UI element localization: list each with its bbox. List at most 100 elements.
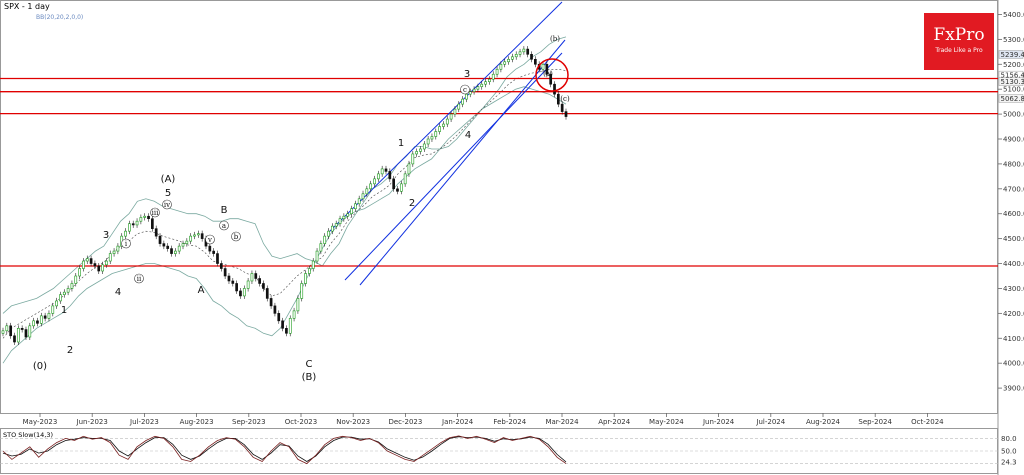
trend-channel <box>327 1 566 286</box>
candle-body <box>442 123 445 127</box>
price-panel-frame <box>0 0 998 414</box>
logo-tagline: Trade Like a Pro <box>935 47 983 54</box>
wave-label: 3 <box>103 230 109 241</box>
wave-label: b <box>234 233 239 241</box>
candle-body <box>135 220 139 226</box>
candle-body <box>396 188 399 192</box>
candle-body <box>334 223 338 227</box>
candle-body <box>5 325 9 332</box>
candle-body <box>426 138 430 145</box>
chart-title: SPX - 1 day <box>4 2 50 11</box>
candle-body <box>223 268 227 277</box>
candle-body <box>388 171 392 180</box>
y-tick-label: 4500.0 <box>1003 235 1024 243</box>
candle-body <box>553 83 556 95</box>
candle-body <box>85 258 89 262</box>
x-tick-label: Jun-2023 <box>76 418 108 426</box>
candle-body <box>277 313 281 322</box>
candle-body <box>9 325 13 337</box>
wave-label: B <box>221 205 228 216</box>
candle-body <box>105 260 108 266</box>
candle-body <box>242 288 246 297</box>
candle-body <box>419 148 422 152</box>
candle-body <box>342 215 346 220</box>
wave-label: (b) <box>550 35 560 43</box>
candle-body <box>246 280 250 289</box>
candle-body <box>196 233 200 236</box>
x-tick-label: Mar-2024 <box>545 418 579 426</box>
wave-label: (a) <box>543 70 553 78</box>
candle-body <box>369 183 373 190</box>
candle-body <box>530 54 533 60</box>
candle-body <box>365 188 369 195</box>
candle-body <box>327 230 330 237</box>
candle-body <box>219 263 223 269</box>
candle-body <box>112 250 116 254</box>
candle-body <box>472 88 476 92</box>
candle-body <box>13 335 16 343</box>
price-tag-box <box>998 50 1024 59</box>
candle-body <box>262 283 265 289</box>
x-tick-label: Oct-2023 <box>285 418 317 426</box>
wave-label: (c) <box>560 95 570 103</box>
candle-body <box>346 213 350 217</box>
candle-body <box>430 136 434 140</box>
x-tick-label: Jan-2024 <box>441 418 474 426</box>
candle-body <box>101 264 104 272</box>
middle-band <box>2 69 567 339</box>
y-tick-label: 4900.0 <box>1003 136 1024 144</box>
wave-label: iv <box>164 201 170 209</box>
highlight-circle <box>535 58 569 92</box>
candle-body <box>147 215 150 220</box>
y-tick-label: 4300.0 <box>1003 285 1024 293</box>
candle-body <box>55 300 58 307</box>
candle-body <box>116 245 120 252</box>
candle-body <box>62 291 66 295</box>
candle-body <box>51 305 55 314</box>
candle-body <box>465 93 468 100</box>
indicator-label: BB(20,20,2,0,0) <box>36 14 83 21</box>
x-tick-label: Sep-2023 <box>232 418 266 426</box>
stochastic-axis: 80.0 50.0 24.3 <box>1001 435 1017 466</box>
candle-body <box>480 83 484 87</box>
wave-label-circle <box>205 234 215 245</box>
candle-body <box>239 290 242 297</box>
candle-body <box>545 63 549 75</box>
candle-body <box>556 93 560 105</box>
candle-body <box>449 113 453 120</box>
candle-body <box>235 283 238 292</box>
candle-body <box>518 51 522 55</box>
candle-body <box>108 253 112 262</box>
y-tick-label: 4000.0 <box>1003 360 1024 368</box>
y-tick-label: 4800.0 <box>1003 160 1024 168</box>
candle-body <box>308 268 311 274</box>
candle-body <box>411 153 415 165</box>
candle-body <box>254 273 258 279</box>
candle-body <box>315 250 319 262</box>
wave-label: a <box>222 222 226 230</box>
y-tick-label: 4100.0 <box>1003 335 1024 343</box>
candle-body <box>170 248 173 254</box>
x-tick-label: Sep-2024 <box>858 418 892 426</box>
candle-body <box>285 328 288 334</box>
wave-label-circle <box>134 273 144 284</box>
candle-body <box>292 310 296 319</box>
candle-body <box>177 245 181 252</box>
candle-body <box>392 178 395 190</box>
wave-label: ii <box>137 275 142 283</box>
stochastic-tick-label: 80.0 <box>1001 435 1017 443</box>
wave-label-circle <box>162 199 172 210</box>
price-tag-label: 5239.4 <box>1001 51 1024 59</box>
candle-body <box>488 78 491 83</box>
wave-label-circle <box>150 207 160 218</box>
candle-body <box>541 63 545 70</box>
wave-label-circle <box>231 231 241 242</box>
candle-body <box>174 250 177 254</box>
candle-body <box>338 218 342 224</box>
candle-body <box>265 288 269 299</box>
candle-body <box>154 228 158 237</box>
candle-body <box>511 56 514 60</box>
wave-labels: (0)12345(A)ABC(B)1234iiiiiiivvabc(a)(b)(… <box>33 35 570 383</box>
candle-body <box>162 243 166 247</box>
candle-body <box>300 283 304 299</box>
